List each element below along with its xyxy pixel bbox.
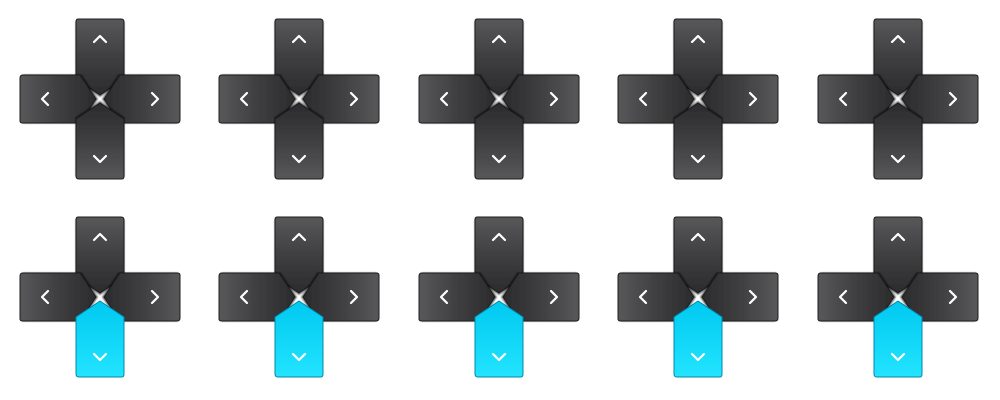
dpad-down-button[interactable] [75,300,125,378]
dpad-down-pressed [218,216,380,378]
dpad-left-shape [817,272,895,322]
chevron-left-icon [40,91,50,107]
dpad-left-button[interactable] [19,272,97,322]
dpad-left-shape [19,74,97,124]
dpad-down-shape [274,102,324,180]
dpad-right-button[interactable] [701,272,779,322]
chevron-right-icon [948,91,958,107]
dpad-down-button[interactable] [75,102,125,180]
dpad-down-button[interactable] [673,300,723,378]
dpad-down-button[interactable] [474,300,524,378]
dpad-left-shape [817,74,895,124]
dpad-down-shape [673,300,723,378]
chevron-down-icon [491,154,507,164]
dpad-up-button[interactable] [274,18,324,96]
dpad-down-pressed [19,216,181,378]
chevron-up-icon [491,34,507,44]
dpad-left-shape [418,272,496,322]
chevron-up-icon [92,34,108,44]
chevron-left-icon [239,91,249,107]
dpad-down-shape [873,300,923,378]
chevron-down-icon [690,352,706,362]
chevron-left-icon [638,289,648,305]
dpad-left-button[interactable] [617,74,695,124]
dpad-up-button[interactable] [873,18,923,96]
chevron-up-icon [291,34,307,44]
chevron-right-icon [150,91,160,107]
chevron-down-icon [291,352,307,362]
dpad-down-shape [474,300,524,378]
dpad-down-button[interactable] [274,300,324,378]
dpad-down-shape [673,102,723,180]
dpad [617,18,779,180]
chevron-down-icon [690,154,706,164]
chevron-right-icon [748,91,758,107]
chevron-right-icon [150,289,160,305]
chevron-up-icon [690,34,706,44]
dpad-left-button[interactable] [218,272,296,322]
chevron-right-icon [549,91,559,107]
dpad-left-button[interactable] [418,272,496,322]
dpad-left-shape [19,272,97,322]
chevron-up-icon [491,232,507,242]
dpad-left-button[interactable] [19,74,97,124]
dpad-down-pressed [617,216,779,378]
dpad-left-button[interactable] [817,74,895,124]
dpad [19,18,181,180]
chevron-left-icon [40,289,50,305]
chevron-left-icon [638,91,648,107]
chevron-down-icon [890,352,906,362]
chevron-up-icon [92,232,108,242]
dpad-down-button[interactable] [673,102,723,180]
dpad-left-shape [218,272,296,322]
dpad-left-shape [617,272,695,322]
chevron-right-icon [549,289,559,305]
dpad-down-shape [75,102,125,180]
dpad-down-button[interactable] [873,102,923,180]
chevron-left-icon [439,289,449,305]
dpad-up-button[interactable] [75,216,125,294]
dpad [817,18,979,180]
dpad [418,18,580,180]
dpad-left-shape [218,74,296,124]
chevron-down-icon [890,154,906,164]
dpad-down-shape [75,300,125,378]
chevron-left-icon [439,91,449,107]
chevron-down-icon [291,154,307,164]
chevron-right-icon [349,289,359,305]
dpad [218,18,380,180]
chevron-up-icon [890,232,906,242]
dpad-down-shape [474,102,524,180]
dpad-down-button[interactable] [274,102,324,180]
chevron-left-icon [838,289,848,305]
chevron-up-icon [890,34,906,44]
dpad-down-pressed [418,216,580,378]
chevron-right-icon [748,289,758,305]
dpad-down-button[interactable] [873,300,923,378]
chevron-right-icon [349,91,359,107]
chevron-down-icon [92,154,108,164]
dpad-left-button[interactable] [817,272,895,322]
dpad-down-button[interactable] [474,102,524,180]
dpad-left-button[interactable] [617,272,695,322]
dpad-left-button[interactable] [218,74,296,124]
dpad-left-button[interactable] [418,74,496,124]
chevron-up-icon [690,232,706,242]
dpad-down-shape [873,102,923,180]
dpad-down-pressed [817,216,979,378]
dpad-down-shape [274,300,324,378]
chevron-up-icon [291,232,307,242]
chevron-left-icon [838,91,848,107]
dpad-left-shape [418,74,496,124]
chevron-right-icon [948,289,958,305]
chevron-down-icon [92,352,108,362]
chevron-left-icon [239,289,249,305]
chevron-down-icon [491,352,507,362]
dpad-left-shape [617,74,695,124]
